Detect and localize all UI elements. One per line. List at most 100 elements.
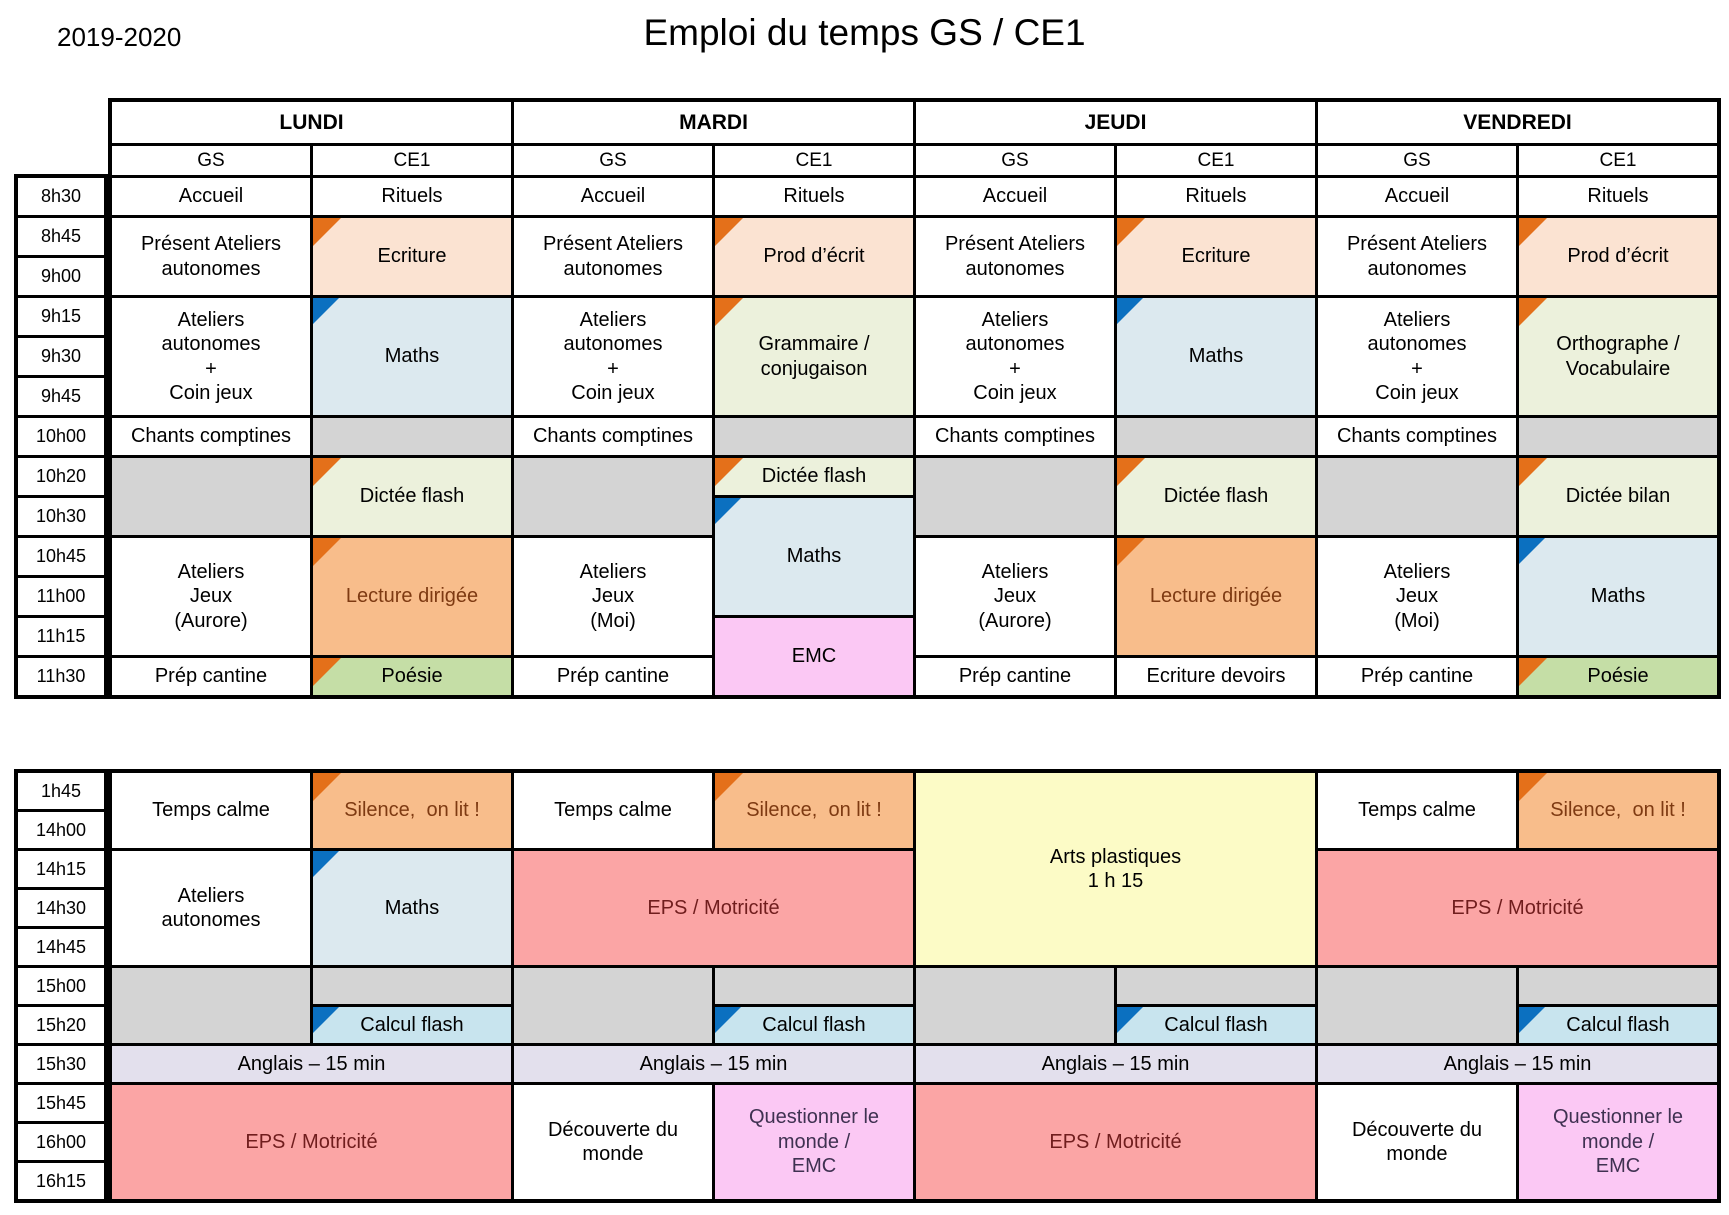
cell-lundi-ce1-maths: Maths bbox=[313, 851, 511, 965]
cell-mardi-ce1-rituels: Rituels bbox=[715, 178, 913, 215]
cell-jeudi-ce1-calcul-flash: Calcul flash bbox=[1117, 1007, 1315, 1043]
corner-marker-orange-icon bbox=[313, 658, 341, 686]
time-label-14h15: 14h15 bbox=[18, 851, 104, 887]
cell-mardi-gs-accueil: Accueil bbox=[514, 178, 712, 215]
cell-label: Ecriture devoirs bbox=[1146, 665, 1286, 688]
time-label-11h30: 11h30 bbox=[18, 658, 104, 695]
col-header-jeudi-ce1: CE1 bbox=[1117, 146, 1315, 175]
cell-jeudi-ce1-ecriture-devoirs: Ecriture devoirs bbox=[1117, 658, 1315, 695]
cell-label: Temps calme bbox=[152, 799, 270, 822]
cell-lundi-ce1-dictée-flash: Dictée flash bbox=[313, 458, 511, 535]
cell-label: Rituels bbox=[381, 185, 443, 208]
cell-label: Orthographe / Vocabulaire bbox=[1556, 333, 1680, 380]
cell-jeudi-ce1-dictée-flash: Dictée flash bbox=[1117, 458, 1315, 535]
cell-vendredi-gs-empty bbox=[1318, 968, 1516, 1043]
cell-label: EPS / Motricité bbox=[647, 896, 780, 919]
cell-label: Ateliers autonomes bbox=[161, 884, 261, 931]
corner-marker-orange-icon bbox=[715, 298, 743, 326]
day-header-jeudi: JEUDI bbox=[916, 102, 1315, 143]
cell-vendredi-ce1-empty bbox=[1519, 968, 1717, 1004]
cell-label: Prép cantine bbox=[154, 665, 268, 688]
cell-lundi-gs-accueil: Accueil bbox=[112, 178, 310, 215]
corner-marker-orange-icon bbox=[313, 458, 341, 486]
cell-label: Dictée flash bbox=[1163, 485, 1269, 508]
cell-label: Maths bbox=[384, 345, 440, 368]
corner-marker-blue-icon bbox=[715, 1007, 741, 1033]
cell-vendredi-gs-prép-cantine: Prép cantine bbox=[1318, 658, 1516, 695]
corner-marker-orange-icon bbox=[715, 218, 743, 246]
cell-jeudi-both-anglais-15-min: Anglais – 15 min bbox=[916, 1046, 1315, 1082]
cell-mardi-ce1-silence-on-lit: Silence, on lit ! bbox=[715, 773, 913, 848]
cell-vendredi-gs-ateliers-jeux-moi: Ateliers Jeux (Moi) bbox=[1318, 538, 1516, 655]
corner-marker-orange-icon bbox=[313, 538, 341, 566]
cell-label: Anglais – 15 min bbox=[1443, 1052, 1592, 1075]
corner-marker-orange-icon bbox=[1519, 773, 1547, 801]
cell-label: Calcul flash bbox=[360, 1013, 464, 1036]
cell-label: Maths bbox=[786, 545, 842, 568]
time-label-11h00: 11h00 bbox=[18, 578, 104, 615]
time-label-10h30: 10h30 bbox=[18, 498, 104, 535]
cell-label: Ateliers autonomes + Coin jeux bbox=[161, 308, 261, 404]
cell-lundi-both-anglais-15-min: Anglais – 15 min bbox=[112, 1046, 511, 1082]
cell-vendredi-ce1-maths: Maths bbox=[1519, 538, 1717, 655]
cell-lundi-gs-prép-cantine: Prép cantine bbox=[112, 658, 310, 695]
time-label-16h00: 16h00 bbox=[18, 1124, 104, 1160]
cell-label: Poésie bbox=[1587, 665, 1649, 688]
cell-lundi-ce1-empty bbox=[313, 968, 511, 1004]
cell-label: Prép cantine bbox=[556, 665, 670, 688]
cell-label: Présent Ateliers autonomes bbox=[140, 233, 282, 280]
cell-jeudi-gs-ateliers-autonomes-coin-jeux: Ateliers autonomes + Coin jeux bbox=[916, 298, 1114, 415]
cell-vendredi-ce1-empty bbox=[1519, 418, 1717, 455]
time-label-10h20: 10h20 bbox=[18, 458, 104, 495]
corner-marker-orange-icon bbox=[1519, 218, 1547, 246]
corner-marker-blue-icon bbox=[313, 1007, 339, 1033]
cell-jeudi-ce1-lecture-dirigée: Lecture dirigée bbox=[1117, 538, 1315, 655]
cell-vendredi-gs-présent-ateliers-autonomes: Présent Ateliers autonomes bbox=[1318, 218, 1516, 295]
cell-label: Poésie bbox=[381, 665, 443, 688]
cell-label: Prod d’écrit bbox=[1567, 245, 1669, 268]
morning-table: 8h30 8h45 9h00 9h15 9h30 9h45 10h00 10h20 10h30 1… bbox=[14, 98, 1721, 699]
afternoon-time-column: 1h45 14h00 14h15 14h30 14h45 15h00 15h20 15h30 1… bbox=[14, 769, 108, 1203]
col-header-mardi-gs: GS bbox=[514, 146, 712, 175]
cell-mardi-both-eps-motricité: EPS / Motricité bbox=[514, 851, 913, 965]
cell-lundi-ce1-lecture-dirigée: Lecture dirigée bbox=[313, 538, 511, 655]
cell-label: Rituels bbox=[1185, 185, 1247, 208]
time-label-11h15: 11h15 bbox=[18, 618, 104, 655]
col-header-lundi-gs: GS bbox=[112, 146, 310, 175]
cell-jeudi-gs-empty bbox=[916, 968, 1114, 1043]
cell-lundi-gs-chants-comptines: Chants comptines bbox=[112, 418, 310, 455]
corner-marker-orange-icon bbox=[313, 773, 341, 801]
morning-grid: LUNDI GS CE1 MARDI GS CE1 JEUDI GS CE1 VENDREDI GS… bbox=[108, 98, 1721, 699]
cell-jeudi-ce1-empty bbox=[1117, 968, 1315, 1004]
cell-lundi-ce1-rituels: Rituels bbox=[313, 178, 511, 215]
col-header-vendredi-ce1: CE1 bbox=[1519, 146, 1717, 175]
corner-marker-blue-icon bbox=[1519, 538, 1545, 564]
cell-label: Ecriture bbox=[1181, 245, 1251, 268]
cell-label: Maths bbox=[1188, 345, 1244, 368]
corner-marker-orange-icon bbox=[1519, 458, 1547, 486]
time-label-9h30: 9h30 bbox=[18, 338, 104, 375]
cell-label: Maths bbox=[384, 896, 440, 919]
cell-label: Anglais – 15 min bbox=[1041, 1052, 1190, 1075]
cell-label: Prép cantine bbox=[958, 665, 1072, 688]
cell-mardi-ce1-calcul-flash: Calcul flash bbox=[715, 1007, 913, 1043]
cell-jeudi-gs-présent-ateliers-autonomes: Présent Ateliers autonomes bbox=[916, 218, 1114, 295]
time-label-15h00: 15h00 bbox=[18, 968, 104, 1004]
cell-mardi-gs-ateliers-autonomes-coin-jeux: Ateliers autonomes + Coin jeux bbox=[514, 298, 712, 415]
cell-label: Présent Ateliers autonomes bbox=[542, 233, 684, 280]
col-header-vendredi-gs: GS bbox=[1318, 146, 1516, 175]
cell-label: Ateliers Jeux (Moi) bbox=[1383, 560, 1451, 632]
cell-label: Silence, on lit ! bbox=[746, 799, 882, 822]
corner-marker-orange-icon bbox=[1117, 458, 1145, 486]
cell-jeudi-ce1-empty bbox=[1117, 418, 1315, 455]
cell-label: Anglais – 15 min bbox=[237, 1052, 386, 1075]
time-label-8h45: 8h45 bbox=[18, 218, 104, 255]
day-header-vendredi: VENDREDI bbox=[1318, 102, 1717, 143]
cell-mardi-gs-temps-calme: Temps calme bbox=[514, 773, 712, 848]
cell-label: Maths bbox=[1590, 585, 1646, 608]
col-header-jeudi-gs: GS bbox=[916, 146, 1114, 175]
cell-mardi-gs-découverte-du-monde: Découverte du monde bbox=[514, 1085, 712, 1199]
cell-label: Chants comptines bbox=[1336, 425, 1498, 448]
cell-label: Ateliers autonomes + Coin jeux bbox=[563, 308, 663, 404]
cell-jeudi-ce1-maths: Maths bbox=[1117, 298, 1315, 415]
